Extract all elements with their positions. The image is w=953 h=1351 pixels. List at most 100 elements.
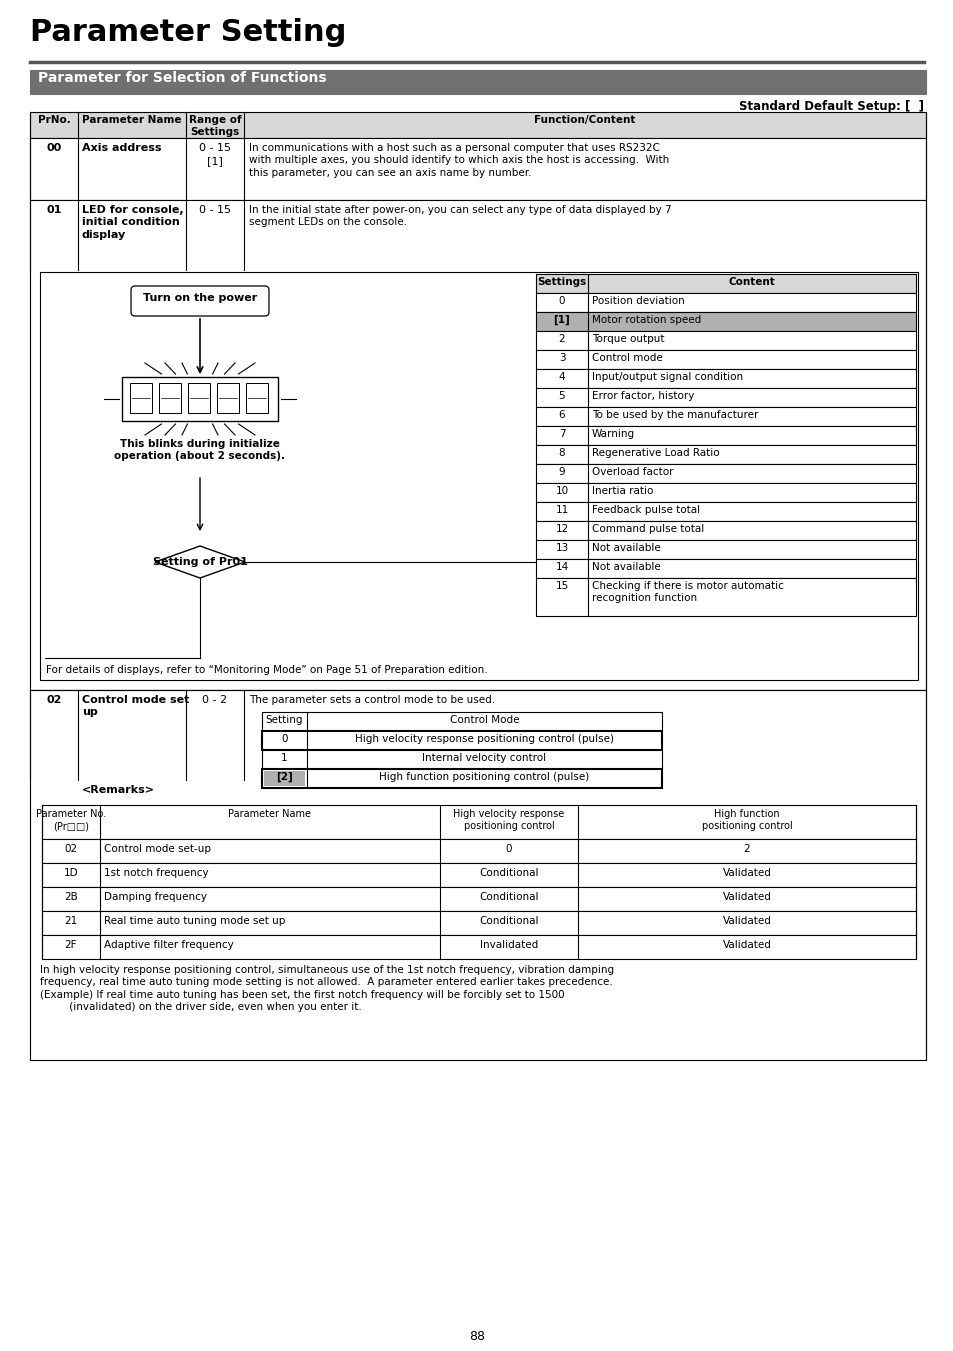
Text: Parameter Name: Parameter Name: [229, 809, 312, 819]
Text: Invalidated: Invalidated: [479, 940, 537, 950]
Text: 2: 2: [743, 844, 749, 854]
Bar: [536, 484, 915, 503]
Bar: [536, 293, 915, 312]
Text: 88: 88: [469, 1329, 484, 1343]
Bar: [42, 863, 915, 888]
Text: High function positioning control (pulse): High function positioning control (pulse…: [379, 771, 589, 782]
Text: Control mode set
up: Control mode set up: [82, 694, 190, 717]
Text: Position deviation: Position deviation: [592, 296, 684, 305]
Text: High velocity response
positioning control: High velocity response positioning contr…: [453, 809, 564, 831]
Text: Conditional: Conditional: [478, 867, 538, 878]
Text: Command pulse total: Command pulse total: [592, 524, 703, 534]
Bar: [30, 690, 925, 1061]
Text: 5: 5: [558, 390, 565, 401]
Text: Content: Content: [728, 277, 775, 286]
Text: 2B: 2B: [64, 892, 78, 902]
Text: The parameter sets a control mode to be used.: The parameter sets a control mode to be …: [249, 694, 495, 705]
Text: 0: 0: [558, 296, 565, 305]
Text: Function/Content: Function/Content: [534, 115, 635, 126]
Bar: [40, 272, 917, 680]
Text: Torque output: Torque output: [592, 334, 664, 345]
Text: 7: 7: [558, 430, 565, 439]
Text: <Remarks>: <Remarks>: [82, 785, 154, 794]
Text: 8: 8: [558, 449, 565, 458]
Text: Inertia ratio: Inertia ratio: [592, 486, 653, 496]
Bar: [536, 350, 915, 369]
Bar: [30, 138, 925, 200]
Text: This blinks during initialize
operation (about 2 seconds).: This blinks during initialize operation …: [114, 439, 285, 462]
Bar: [30, 200, 925, 690]
Text: Standard Default Setup: [  ]: Standard Default Setup: [ ]: [739, 100, 923, 113]
Text: Range of
Settings: Range of Settings: [189, 115, 241, 138]
Text: Checking if there is motor automatic
recognition function: Checking if there is motor automatic rec…: [592, 581, 783, 604]
Text: Motor rotation speed: Motor rotation speed: [592, 315, 700, 326]
Text: 12: 12: [555, 524, 568, 534]
Text: 2F: 2F: [65, 940, 77, 950]
Text: Not available: Not available: [592, 543, 660, 553]
Text: Not available: Not available: [592, 562, 660, 571]
Text: High function
positioning control: High function positioning control: [700, 809, 792, 831]
Text: 2: 2: [558, 334, 565, 345]
Bar: [188, 382, 210, 413]
Text: LED for console,
initial condition
display: LED for console, initial condition displ…: [82, 205, 183, 239]
Text: 0: 0: [505, 844, 512, 854]
Text: Validated: Validated: [721, 892, 771, 902]
Bar: [216, 382, 239, 413]
Text: Validated: Validated: [721, 940, 771, 950]
Text: 9: 9: [558, 467, 565, 477]
Text: Conditional: Conditional: [478, 916, 538, 925]
Bar: [122, 377, 277, 422]
Bar: [42, 839, 915, 863]
Text: Adaptive filter frequency: Adaptive filter frequency: [104, 940, 233, 950]
Text: In the initial state after power-on, you can select any type of data displayed b: In the initial state after power-on, you…: [249, 205, 671, 227]
Text: Turn on the power: Turn on the power: [143, 293, 257, 303]
Text: Control mode: Control mode: [592, 353, 662, 363]
Text: Control mode set-up: Control mode set-up: [104, 844, 211, 854]
Text: 14: 14: [555, 562, 568, 571]
Text: 10: 10: [555, 486, 568, 496]
Text: For details of displays, refer to “Monitoring Mode” on Page 51 of Preparation ed: For details of displays, refer to “Monit…: [46, 665, 487, 676]
Bar: [536, 559, 915, 578]
Bar: [159, 382, 181, 413]
Bar: [536, 540, 915, 559]
Bar: [536, 463, 915, 484]
Text: 1st notch frequency: 1st notch frequency: [104, 867, 209, 878]
Text: In high velocity response positioning control, simultaneous use of the 1st notch: In high velocity response positioning co…: [40, 965, 614, 1012]
Bar: [42, 911, 915, 935]
Bar: [536, 444, 915, 463]
Text: 3: 3: [558, 353, 565, 363]
Bar: [536, 407, 915, 426]
Text: Settings: Settings: [537, 277, 586, 286]
Text: Regenerative Load Ratio: Regenerative Load Ratio: [592, 449, 719, 458]
Text: PrNo.: PrNo.: [37, 115, 71, 126]
Bar: [536, 426, 915, 444]
Text: Warning: Warning: [592, 430, 635, 439]
Polygon shape: [154, 546, 245, 578]
Text: 1D: 1D: [64, 867, 78, 878]
Text: To be used by the manufacturer: To be used by the manufacturer: [592, 409, 758, 420]
Text: 00: 00: [47, 143, 62, 153]
Text: Control Mode: Control Mode: [449, 715, 518, 725]
Text: Setting of Pr01: Setting of Pr01: [152, 557, 247, 567]
Bar: [262, 769, 661, 788]
Text: Parameter No.
(Pr□□): Parameter No. (Pr□□): [36, 809, 106, 831]
Text: 15: 15: [555, 581, 568, 590]
Text: 0: 0: [281, 734, 288, 744]
Text: 0 - 2: 0 - 2: [202, 694, 228, 705]
Text: 21: 21: [64, 916, 77, 925]
Text: High velocity response positioning control (pulse): High velocity response positioning contr…: [355, 734, 614, 744]
Bar: [42, 888, 915, 911]
Text: [1]: [1]: [553, 315, 570, 326]
Text: In communications with a host such as a personal computer that uses RS232C
with : In communications with a host such as a …: [249, 143, 669, 178]
Text: 4: 4: [558, 372, 565, 382]
Text: Conditional: Conditional: [478, 892, 538, 902]
Text: 13: 13: [555, 543, 568, 553]
Text: Parameter Setting: Parameter Setting: [30, 18, 346, 47]
Text: 02: 02: [47, 694, 62, 705]
Bar: [42, 935, 915, 959]
Text: Axis address: Axis address: [82, 143, 161, 153]
Text: 6: 6: [558, 409, 565, 420]
Text: [2]: [2]: [275, 771, 293, 782]
Text: Parameter for Selection of Functions: Parameter for Selection of Functions: [38, 72, 326, 85]
Text: Overload factor: Overload factor: [592, 467, 673, 477]
